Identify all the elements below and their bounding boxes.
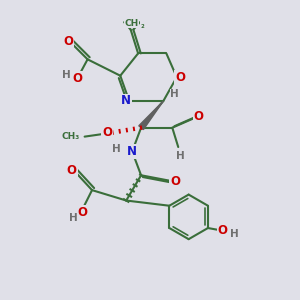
Text: O: O <box>67 164 77 177</box>
Text: O: O <box>63 35 73 48</box>
Text: O: O <box>218 224 228 238</box>
Text: O: O <box>175 71 185 84</box>
Text: O: O <box>72 72 82 85</box>
Text: O: O <box>194 110 203 123</box>
Text: N: N <box>127 145 137 158</box>
Text: ₂: ₂ <box>140 21 144 30</box>
Text: O: O <box>170 175 180 188</box>
Text: H: H <box>61 70 70 80</box>
Text: H: H <box>176 151 185 160</box>
Text: O: O <box>102 126 112 139</box>
Text: CH: CH <box>124 19 138 28</box>
Polygon shape <box>139 101 164 130</box>
Text: H: H <box>69 213 78 224</box>
Text: CH₃: CH₃ <box>62 132 80 141</box>
Text: H: H <box>230 229 239 239</box>
Text: O: O <box>77 206 87 219</box>
Text: H: H <box>112 144 121 154</box>
Text: H: H <box>170 89 179 99</box>
Text: N: N <box>121 94 130 107</box>
